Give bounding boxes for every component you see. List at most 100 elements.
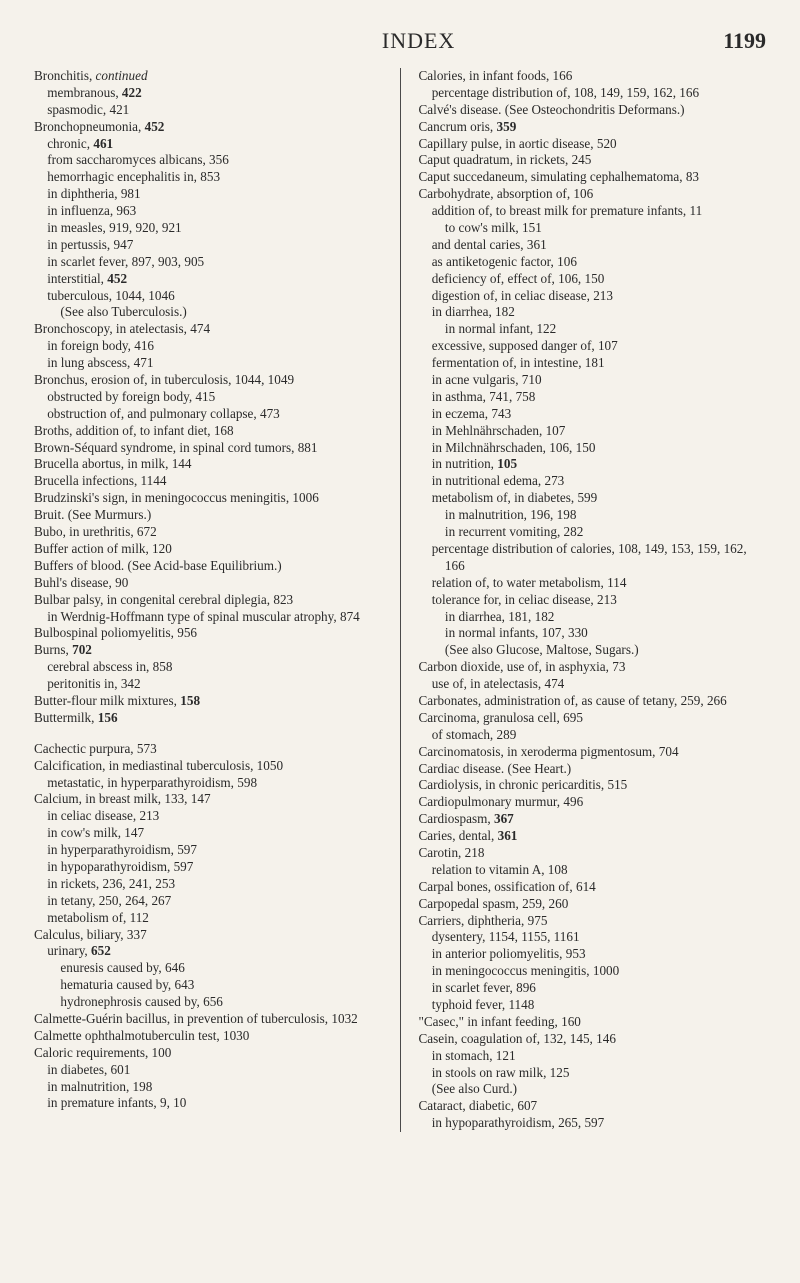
index-entry: Carotin, 218 bbox=[419, 845, 767, 862]
index-entry: Cardiac disease. (See Heart.) bbox=[419, 761, 767, 778]
index-entry: in tetany, 250, 264, 267 bbox=[34, 893, 382, 910]
index-entry: in diabetes, 601 bbox=[34, 1062, 382, 1079]
index-entry: Bubo, in urethritis, 672 bbox=[34, 524, 382, 541]
index-entry: in influenza, 963 bbox=[34, 203, 382, 220]
index-entry: Caput succedaneum, simulating cephalhema… bbox=[419, 169, 767, 186]
index-page: INDEX 1199 Bronchitis, continuedmembrano… bbox=[0, 0, 800, 1172]
index-entry: Cancrum oris, 359 bbox=[419, 119, 767, 136]
index-entry: Caries, dental, 361 bbox=[419, 828, 767, 845]
index-entry: as antiketogenic factor, 106 bbox=[419, 254, 767, 271]
index-entry: use of, in atelectasis, 474 bbox=[419, 676, 767, 693]
index-entry: Cardiospasm, 367 bbox=[419, 811, 767, 828]
index-entry: in stools on raw milk, 125 bbox=[419, 1065, 767, 1082]
index-entry: in foreign body, 416 bbox=[34, 338, 382, 355]
index-entry: Burns, 702 bbox=[34, 642, 382, 659]
index-entry: relation to vitamin A, 108 bbox=[419, 862, 767, 879]
index-entry: metabolism of, 112 bbox=[34, 910, 382, 927]
index-entry: in Mehlnährschaden, 107 bbox=[419, 423, 767, 440]
index-entry: Calcium, in breast milk, 133, 147 bbox=[34, 791, 382, 808]
index-entry: in diphtheria, 981 bbox=[34, 186, 382, 203]
index-entry: digestion of, in celiac disease, 213 bbox=[419, 288, 767, 305]
index-entry: (See also Glucose, Maltose, Sugars.) bbox=[419, 642, 767, 659]
index-entry: in premature infants, 9, 10 bbox=[34, 1095, 382, 1112]
index-entry: Bronchoscopy, in atelectasis, 474 bbox=[34, 321, 382, 338]
index-entry: in nutritional edema, 273 bbox=[419, 473, 767, 490]
index-entry: metastatic, in hyperparathyroidism, 598 bbox=[34, 775, 382, 792]
index-entry: Brudzinski's sign, in meningococcus meni… bbox=[34, 490, 382, 507]
index-entry: "Casec," in infant feeding, 160 bbox=[419, 1014, 767, 1031]
index-entry: in lung abscess, 471 bbox=[34, 355, 382, 372]
index-entry: fermentation of, in intestine, 181 bbox=[419, 355, 767, 372]
index-entry: Calcification, in mediastinal tuberculos… bbox=[34, 758, 382, 775]
index-entry: hydronephrosis caused by, 656 bbox=[34, 994, 382, 1011]
index-entry: Buhl's disease, 90 bbox=[34, 575, 382, 592]
index-entry: chronic, 461 bbox=[34, 136, 382, 153]
index-entry: Bronchopneumonia, 452 bbox=[34, 119, 382, 136]
column-divider bbox=[400, 68, 401, 1132]
index-entry: Calvé's disease. (See Osteochondritis De… bbox=[419, 102, 767, 119]
index-entry: peritonitis in, 342 bbox=[34, 676, 382, 693]
index-entry: in recurrent vomiting, 282 bbox=[419, 524, 767, 541]
index-entry: in measles, 919, 920, 921 bbox=[34, 220, 382, 237]
index-entry: Caput quadratum, in rickets, 245 bbox=[419, 152, 767, 169]
index-entry: obstruction of, and pulmonary collapse, … bbox=[34, 406, 382, 423]
index-entry: to cow's milk, 151 bbox=[419, 220, 767, 237]
index-entry: cerebral abscess in, 858 bbox=[34, 659, 382, 676]
index-entry: in hypoparathyroidism, 597 bbox=[34, 859, 382, 876]
index-entry: in anterior poliomyelitis, 953 bbox=[419, 946, 767, 963]
index-entry: Calmette-Guérin bacillus, in prevention … bbox=[34, 1011, 382, 1028]
index-entry: Butter-flour milk mixtures, 158 bbox=[34, 693, 382, 710]
index-entry: in celiac disease, 213 bbox=[34, 808, 382, 825]
index-entry: Calculus, biliary, 337 bbox=[34, 927, 382, 944]
index-entry: Cardiolysis, in chronic pericarditis, 51… bbox=[419, 777, 767, 794]
index-entry: spasmodic, 421 bbox=[34, 102, 382, 119]
index-entry: metabolism of, in diabetes, 599 bbox=[419, 490, 767, 507]
index-entry: in malnutrition, 196, 198 bbox=[419, 507, 767, 524]
index-entry: tuberculous, 1044, 1046 bbox=[34, 288, 382, 305]
index-entry: from saccharomyces albicans, 356 bbox=[34, 152, 382, 169]
index-entry: Brucella infections, 1144 bbox=[34, 473, 382, 490]
index-entry: typhoid fever, 1148 bbox=[419, 997, 767, 1014]
index-entry: relation of, to water metabolism, 114 bbox=[419, 575, 767, 592]
index-columns: Bronchitis, continuedmembranous, 422spas… bbox=[34, 68, 766, 1132]
index-entry: Calories, in infant foods, 166 bbox=[419, 68, 767, 85]
index-entry: percentage distribution of, 108, 149, 15… bbox=[419, 85, 767, 102]
index-entry: in eczema, 743 bbox=[419, 406, 767, 423]
index-entry: Carpal bones, ossification of, 614 bbox=[419, 879, 767, 896]
index-entry: Casein, coagulation of, 132, 145, 146 bbox=[419, 1031, 767, 1048]
index-entry: Cachectic purpura, 573 bbox=[34, 741, 382, 758]
index-entry: Buffers of blood. (See Acid-base Equilib… bbox=[34, 558, 382, 575]
index-entry: Carcinomatosis, in xeroderma pigmentosum… bbox=[419, 744, 767, 761]
index-entry: Bronchitis, continued bbox=[34, 68, 382, 85]
index-entry: Bronchus, erosion of, in tuberculosis, 1… bbox=[34, 372, 382, 389]
index-entry: Cardiopulmonary murmur, 496 bbox=[419, 794, 767, 811]
index-entry: Carcinoma, granulosa cell, 695 bbox=[419, 710, 767, 727]
index-entry: of stomach, 289 bbox=[419, 727, 767, 744]
index-entry: and dental caries, 361 bbox=[419, 237, 767, 254]
right-column: Calories, in infant foods, 166percentage… bbox=[419, 68, 767, 1132]
index-entry: urinary, 652 bbox=[34, 943, 382, 960]
index-entry: in normal infants, 107, 330 bbox=[419, 625, 767, 642]
index-entry: in hyperparathyroidism, 597 bbox=[34, 842, 382, 859]
page-header: INDEX 1199 bbox=[34, 28, 766, 54]
index-entry: in acne vulgaris, 710 bbox=[419, 372, 767, 389]
index-entry: in rickets, 236, 241, 253 bbox=[34, 876, 382, 893]
index-entry: Caloric requirements, 100 bbox=[34, 1045, 382, 1062]
index-entry: enuresis caused by, 646 bbox=[34, 960, 382, 977]
index-entry: in scarlet fever, 896 bbox=[419, 980, 767, 997]
index-entry: in normal infant, 122 bbox=[419, 321, 767, 338]
index-entry: Broths, addition of, to infant diet, 168 bbox=[34, 423, 382, 440]
page-number: 1199 bbox=[723, 28, 766, 54]
index-entry: Calmette ophthalmotuberculin test, 1030 bbox=[34, 1028, 382, 1045]
page-title: INDEX bbox=[114, 28, 723, 54]
index-entry: percentage distribution of calories, 108… bbox=[419, 541, 767, 575]
index-entry: Bulbospinal poliomyelitis, 956 bbox=[34, 625, 382, 642]
index-entry: (See also Curd.) bbox=[419, 1081, 767, 1098]
index-entry: in pertussis, 947 bbox=[34, 237, 382, 254]
index-entry: in malnutrition, 198 bbox=[34, 1079, 382, 1096]
index-entry: in stomach, 121 bbox=[419, 1048, 767, 1065]
index-entry: Carbohydrate, absorption of, 106 bbox=[419, 186, 767, 203]
index-entry: Bulbar palsy, in congenital cerebral dip… bbox=[34, 592, 382, 609]
index-entry: Carriers, diphtheria, 975 bbox=[419, 913, 767, 930]
index-entry: in nutrition, 105 bbox=[419, 456, 767, 473]
